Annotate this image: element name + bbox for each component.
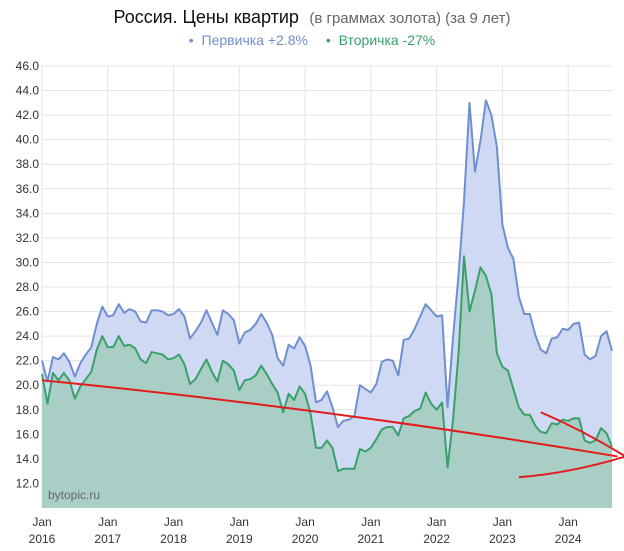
y-tick-label: 46.0 xyxy=(16,59,40,73)
x-tick-label: Jan 2022 xyxy=(423,515,450,546)
x-tick-year: 2022 xyxy=(423,532,450,546)
chart-title: Россия. Цены квартир (в граммах золота) … xyxy=(114,7,511,27)
series-lines xyxy=(41,99,613,473)
y-tick-label: 32.0 xyxy=(16,231,40,245)
chart-title-sub: (в граммах золота) (за 9 лет) xyxy=(309,10,510,27)
x-tick-label: Jan 2021 xyxy=(357,515,384,546)
x-axis: Jan 2016 Jan 2017 Jan 2018 Jan 2019 Jan 2020 Jan 20… xyxy=(29,515,582,546)
x-tick-year: 2017 xyxy=(94,532,121,546)
x-tick-month: Jan xyxy=(493,515,512,529)
x-tick-year: 2023 xyxy=(489,532,516,546)
legend-marker-primary: • xyxy=(189,32,194,48)
legend-label-primary: Первичка +2.8% xyxy=(202,32,308,48)
legend-label-secondary: Вторичка -27% xyxy=(339,32,436,48)
chart-title-main: Россия. Цены квартир xyxy=(114,7,299,27)
y-tick-label: 20.0 xyxy=(16,378,40,392)
x-tick-month: Jan xyxy=(98,515,117,529)
x-tick-year: 2018 xyxy=(160,532,187,546)
y-tick-label: 26.0 xyxy=(16,305,40,319)
x-tick-year: 2019 xyxy=(226,532,253,546)
y-tick-label: 40.0 xyxy=(16,133,40,147)
line-series-0 xyxy=(41,99,613,428)
x-tick-year: 2024 xyxy=(555,532,582,546)
x-tick-month: Jan xyxy=(361,515,380,529)
x-tick-month: Jan xyxy=(230,515,249,529)
x-tick-month: Jan xyxy=(164,515,183,529)
line-series-1 xyxy=(41,255,613,473)
x-tick-label: Jan 2020 xyxy=(292,515,319,546)
x-tick-year: 2020 xyxy=(292,532,319,546)
x-tick-month: Jan xyxy=(558,515,577,529)
legend: • Первичка +2.8% • Вторичка -27% xyxy=(189,32,435,48)
x-tick-label: Jan 2018 xyxy=(160,515,187,546)
x-tick-year: 2021 xyxy=(357,532,384,546)
x-tick-month: Jan xyxy=(295,515,314,529)
x-tick-label: Jan 2024 xyxy=(555,515,582,546)
x-tick-month: Jan xyxy=(32,515,51,529)
x-tick-label: Jan 2023 xyxy=(489,515,516,546)
y-axis: 46.0 44.0 42.0 40.0 38.0 36.0 34.0 32.0 30.0 28.0… xyxy=(16,59,40,490)
y-tick-label: 36.0 xyxy=(16,182,40,196)
y-tick-label: 38.0 xyxy=(16,157,40,171)
y-tick-label: 12.0 xyxy=(16,476,40,490)
x-tick-month: Jan xyxy=(427,515,446,529)
y-tick-label: 22.0 xyxy=(16,354,40,368)
area-series-1 xyxy=(42,256,612,508)
legend-marker-secondary: • xyxy=(326,32,331,48)
x-tick-label: Jan 2019 xyxy=(226,515,253,546)
x-tick-year: 2016 xyxy=(29,532,56,546)
y-tick-label: 34.0 xyxy=(16,206,40,220)
x-tick-label: Jan 2016 xyxy=(29,515,56,546)
annotations xyxy=(41,379,624,479)
triangle-upper-line xyxy=(540,411,624,457)
y-tick-label: 30.0 xyxy=(16,255,40,269)
trend-line xyxy=(41,379,618,458)
y-tick-label: 18.0 xyxy=(16,403,40,417)
series-areas xyxy=(42,100,612,508)
y-tick-label: 14.0 xyxy=(16,452,40,466)
y-tick-label: 28.0 xyxy=(16,280,40,294)
y-tick-label: 16.0 xyxy=(16,427,40,441)
y-tick-label: 44.0 xyxy=(16,84,40,98)
triangle-lower-line xyxy=(518,455,624,479)
watermark: bytopic.ru xyxy=(48,488,100,502)
y-tick-label: 42.0 xyxy=(16,108,40,122)
x-tick-label: Jan 2017 xyxy=(94,515,121,546)
y-tick-label: 24.0 xyxy=(16,329,40,343)
